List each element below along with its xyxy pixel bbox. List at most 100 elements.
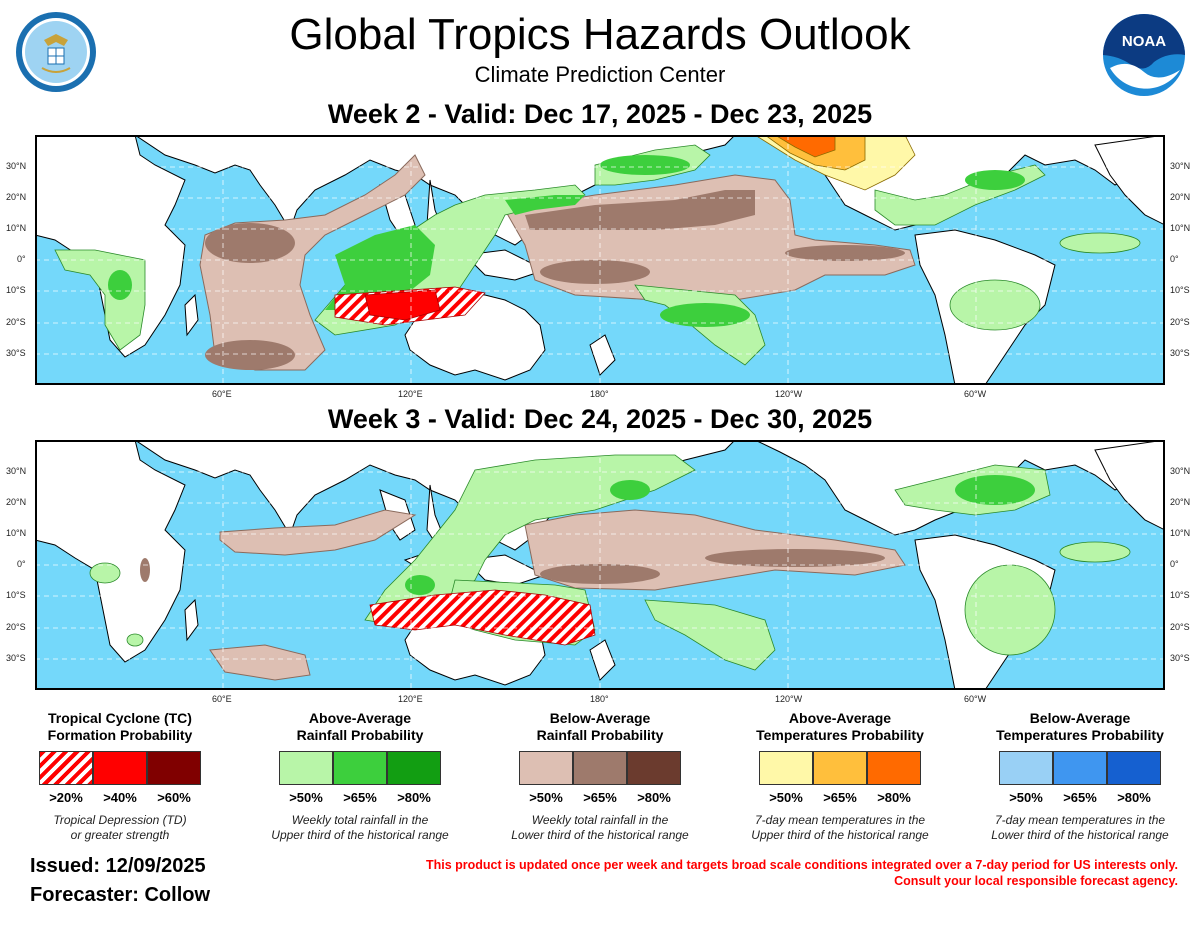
legend-note: or greater strength — [70, 828, 170, 842]
legend-label: >65% — [343, 790, 377, 805]
page-subtitle: Climate Prediction Center — [474, 62, 726, 87]
legend-note: Upper third of the historical range — [271, 828, 449, 842]
legend-swatch — [279, 751, 333, 785]
legend-title: Formation Probability — [47, 727, 193, 743]
legend-temp-above: Above-Average Temperatures Probability >… — [725, 710, 955, 843]
w3-below-rain-65 — [140, 549, 885, 584]
land-west-africa — [1094, 135, 1165, 226]
lon-label: 120°W — [775, 389, 803, 399]
legend-title: Rainfall Probability — [296, 727, 424, 743]
legend-label: >40% — [103, 790, 137, 805]
legend-label: >80% — [397, 790, 431, 805]
legend-swatch — [999, 751, 1053, 785]
lon-label: 60°E — [212, 694, 232, 704]
lat-label: 0° — [1170, 254, 1179, 264]
legend-label: >50% — [529, 790, 563, 805]
lat-label: 30°S — [1170, 653, 1190, 663]
lat-label: 30°N — [1170, 161, 1191, 171]
legend-label: >50% — [289, 790, 323, 805]
land-africa — [35, 440, 186, 663]
lat-label: 10°N — [1170, 528, 1191, 538]
lat-label: 0° — [1170, 559, 1179, 569]
legend-note: Lower third of the historical range — [991, 828, 1169, 842]
lat-label: 10°N — [1170, 223, 1191, 233]
lat-label: 0° — [17, 254, 26, 264]
legend-swatch — [519, 751, 573, 785]
w3-above-rain-65 — [405, 475, 1035, 595]
department-of-commerce-seal — [14, 10, 98, 99]
legend-note: Lower third of the historical range — [511, 828, 689, 842]
lat-label: 10°S — [1170, 590, 1190, 600]
legend-note: Tropical Depression (TD) — [53, 813, 187, 827]
issued-date: Issued: 12/09/2025 — [30, 855, 206, 877]
legend-temp-below: Below-Average Temperatures Probability >… — [965, 710, 1195, 843]
legend-note: 7-day mean temperatures in the — [754, 813, 926, 827]
lon-label: 120°E — [398, 389, 423, 399]
legend-title: Rainfall Probability — [536, 727, 664, 743]
legend-swatch — [387, 751, 441, 785]
w2-grid — [35, 135, 1165, 385]
lon-label: 60°E — [212, 389, 232, 399]
week3-map — [35, 440, 1165, 690]
legend-swatch — [333, 751, 387, 785]
legend-label: >80% — [1117, 790, 1151, 805]
legend-label: >80% — [637, 790, 671, 805]
lon-label: 60°W — [964, 389, 987, 399]
land-west-africa — [1094, 440, 1165, 531]
lat-label: 10°N — [6, 223, 27, 233]
land-new-guinea — [463, 249, 547, 281]
lat-label: 10°N — [6, 528, 27, 538]
forecaster-name: Forecaster: Collow — [30, 884, 211, 906]
lon-label: 180° — [590, 694, 609, 704]
lat-label: 30°N — [6, 161, 27, 171]
legend-swatch — [867, 751, 921, 785]
svg-text:NOAA: NOAA — [1122, 33, 1166, 50]
legend-tc: Tropical Cyclone (TC) Formation Probabil… — [5, 710, 235, 843]
disclaimer-text: Consult your local responsible forecast … — [894, 874, 1178, 888]
w2-above-temp — [754, 135, 916, 191]
lat-label: 20°N — [6, 192, 27, 202]
legend-swatch — [39, 751, 93, 785]
legend-rain-below: Below-Average Rainfall Probability >50% … — [485, 710, 715, 843]
lat-label: 10°S — [1170, 285, 1190, 295]
w3-tc-hazard — [369, 589, 596, 646]
legend-swatch — [93, 751, 147, 785]
legend-title: Tropical Cyclone (TC) — [48, 710, 192, 726]
legend-label: >65% — [1063, 790, 1097, 805]
lat-label: 20°S — [1170, 622, 1190, 632]
week2-title: Week 2 - Valid: Dec 17, 2025 - Dec 23, 2… — [327, 99, 873, 129]
legend-note: Weekly total rainfall in the — [531, 813, 669, 827]
legend-label: >80% — [877, 790, 911, 805]
lon-label: 120°E — [398, 694, 423, 704]
lat-label: 20°N — [1170, 192, 1191, 202]
legend-label: >50% — [769, 790, 803, 805]
legend-note: 7-day mean temperatures in the — [994, 813, 1166, 827]
legend-rain-above: Above-Average Rainfall Probability >50% … — [245, 710, 475, 843]
w3-grid — [35, 440, 1165, 690]
lat-label: 30°N — [1170, 466, 1191, 476]
lat-label: 30°S — [6, 348, 26, 358]
land-new-guinea — [463, 554, 547, 586]
week3-title: Week 3 - Valid: Dec 24, 2025 - Dec 30, 2… — [327, 404, 873, 434]
legend-swatch — [627, 751, 681, 785]
lat-label: 20°S — [6, 622, 26, 632]
page-title: Global Tropics Hazards Outlook — [289, 10, 911, 59]
legend-swatch — [813, 751, 867, 785]
lat-label: 0° — [17, 559, 26, 569]
legend-title: Temperatures Probability — [996, 727, 1164, 743]
w2-tc-hazard — [334, 286, 486, 326]
legend-swatch — [759, 751, 813, 785]
lat-label: 30°S — [6, 653, 26, 663]
land-madagascar — [184, 293, 199, 337]
legend-title: Above-Average — [308, 710, 412, 726]
legend-swatch — [147, 751, 201, 785]
legend-title: Temperatures Probability — [756, 727, 924, 743]
legend-swatch — [1107, 751, 1161, 785]
legend-label: >60% — [157, 790, 191, 805]
legend-label: >65% — [823, 790, 857, 805]
lat-label: 20°S — [1170, 317, 1190, 327]
lat-label: 10°S — [6, 590, 26, 600]
land-madagascar — [184, 598, 199, 642]
legend-label: >20% — [49, 790, 83, 805]
lat-label: 30°N — [6, 466, 27, 476]
